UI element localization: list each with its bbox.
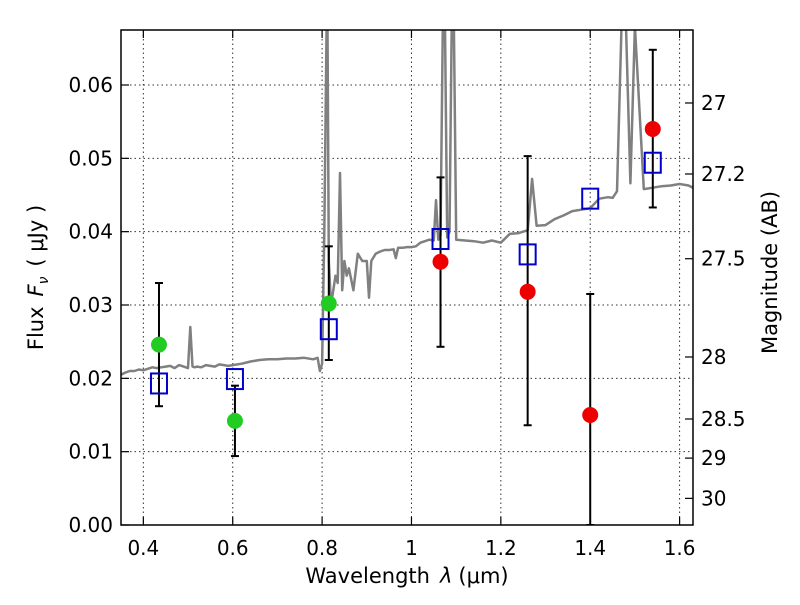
x-axis-label-main: Wavelength [305,564,430,588]
x-tick-label: 0.8 [306,536,338,560]
data-point [582,407,599,423]
y-tick-label: 0.06 [68,73,113,97]
x-tick-label: 1 [405,536,418,560]
x-tick-label: 1.4 [574,536,606,560]
x-tick-label: 1.6 [664,536,696,560]
x-axis-label-unit: (μm) [458,564,508,588]
y-axis-label: Flux Fν ( μJy ) [24,205,52,350]
y2-axis-label: Magnitude (AB) [758,191,782,354]
spectrum-line [121,30,693,376]
y-tick-label: 0.05 [68,146,113,170]
model-square-point [149,372,168,395]
x-axis-label-var: λ [439,564,452,588]
axis-ticks: 0.4 0.6 0.8 1 1.2 1.4 1.6 0.00 0.01 0.02 0.03 0.04 0… [68,30,746,560]
y-tick-label: 0.03 [68,293,113,317]
model-square-point [643,151,662,174]
data-point [644,121,661,137]
y-tick-label: 0.04 [68,220,113,244]
plot-frame [120,29,694,526]
y2-tick-label: 27 [701,91,726,115]
model-square-point [431,228,450,250]
data-point [519,283,536,300]
model-square-point [225,368,244,391]
plot-area [121,30,693,525]
y-tick-label: 0.02 [68,366,113,390]
y-axis-label-sub: ν [36,276,52,284]
grid-lines [121,30,693,526]
data-point [150,336,167,353]
x-tick-label: 0.4 [127,536,159,560]
data-point [320,295,337,312]
y-tick-label: 0.00 [68,513,113,537]
model-square-point [319,318,338,341]
data-point [432,253,449,270]
model-square-point [581,187,600,210]
axis-labels: Wavelength λ (μm) Flux Fν ( μJy ) Magnitude … [24,191,782,588]
y-axis-label-var: F [24,283,48,296]
data-point [226,412,243,429]
y2-tick-label: 28 [701,345,726,369]
x-tick-label: 0.6 [217,536,249,560]
y-axis-label-main: Flux [24,306,48,350]
y2-tick-label: 27.2 [701,162,746,186]
x-axis-label: Wavelength λ (μm) [305,564,508,588]
y2-tick-label: 27.5 [701,247,746,271]
model-square-point [518,243,537,266]
y-axis-label-unit: ( μJy ) [24,205,48,267]
y2-tick-label: 30 [701,486,726,510]
y2-tick-label: 28.5 [701,407,746,431]
y2-tick-label: 29 [701,446,726,470]
y-tick-label: 0.01 [68,440,113,464]
x-tick-label: 1.2 [485,536,517,560]
